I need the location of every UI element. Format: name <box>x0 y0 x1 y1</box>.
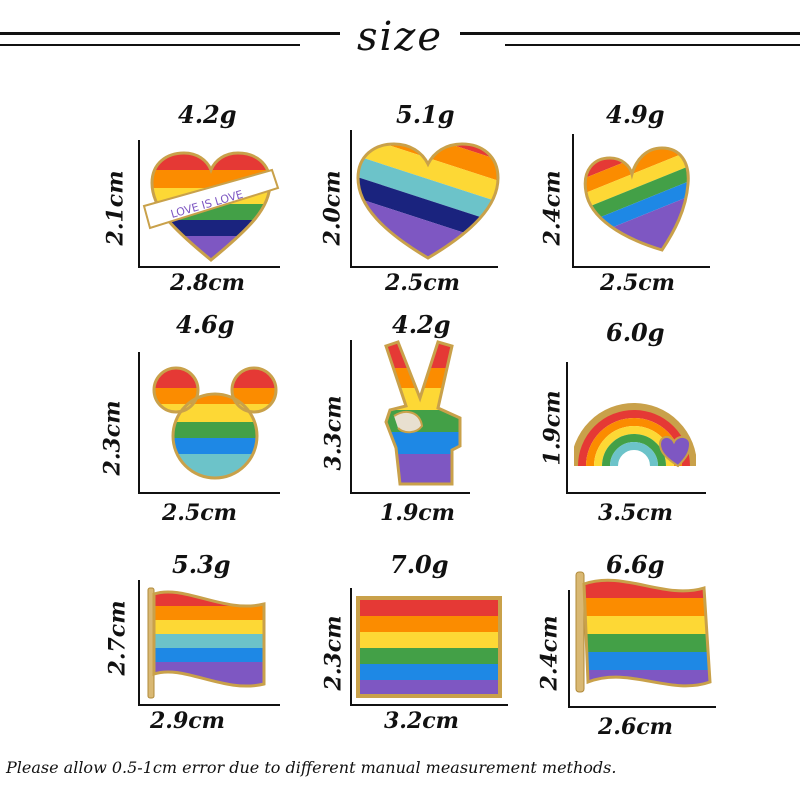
rectangle-flag-icon <box>356 596 502 698</box>
dimension-axis-horizontal <box>350 266 498 268</box>
waving-flag-pole-icon <box>575 571 712 693</box>
pin-width: 2.9cm <box>150 708 225 734</box>
pin-width: 2.6cm <box>598 714 673 740</box>
heart-stripes-icon <box>356 142 500 260</box>
dimension-axis-vertical <box>350 588 352 706</box>
header-rule-left-top <box>0 32 340 35</box>
pin-height: 2.3cm <box>99 400 126 476</box>
mouse-ears-icon <box>152 366 278 480</box>
pin-height: 2.4cm <box>536 615 563 691</box>
pin-width: 2.5cm <box>600 270 675 296</box>
pin-width: 2.5cm <box>385 270 460 296</box>
dimension-axis-vertical <box>138 580 140 706</box>
heart-love-is-love-icon: LOVE IS LOVE <box>142 151 280 262</box>
dimension-axis-vertical <box>138 140 140 268</box>
pin-width: 3.5cm <box>598 500 673 526</box>
dimension-axis-horizontal <box>572 266 710 268</box>
page-title: size <box>356 14 444 60</box>
pin-weight: 7.0g <box>390 550 449 579</box>
waving-flag-icon <box>147 587 266 699</box>
pin-weight: 4.6g <box>176 310 235 339</box>
pin-height: 2.1cm <box>102 170 129 246</box>
pin-width: 2.8cm <box>170 270 245 296</box>
dimension-axis-horizontal <box>138 266 280 268</box>
header-rule-left-bottom <box>0 44 300 46</box>
pin-weight: 6.0g <box>606 318 665 347</box>
dimension-axis-horizontal <box>138 492 280 494</box>
dimension-axis-vertical <box>566 362 568 494</box>
dimension-axis-vertical <box>568 590 570 708</box>
pin-width: 2.5cm <box>162 500 237 526</box>
pin-weight: 6.6g <box>606 550 665 579</box>
dimension-axis-horizontal <box>568 706 716 708</box>
measurement-note: Please allow 0.5-1cm error due to differ… <box>6 758 617 777</box>
pin-height: 2.0cm <box>319 170 346 246</box>
dimension-axis-horizontal <box>350 492 470 494</box>
pin-weight: 5.3g <box>172 550 231 579</box>
dimension-axis-vertical <box>350 340 352 494</box>
pin-height: 2.4cm <box>539 170 566 246</box>
dimension-axis-horizontal <box>138 704 280 706</box>
pin-height: 3.3cm <box>320 395 347 471</box>
dimension-axis-vertical <box>138 352 140 494</box>
header-rule-right-top <box>460 32 800 35</box>
pin-width: 3.2cm <box>384 708 459 734</box>
dimension-axis-horizontal <box>566 492 706 494</box>
pin-weight: 4.9g <box>606 100 665 129</box>
pin-height: 2.3cm <box>320 615 347 691</box>
pin-weight: 4.2g <box>392 310 451 339</box>
header-rule-right-bottom <box>505 44 800 46</box>
pin-weight: 4.2g <box>178 100 237 129</box>
dimension-axis-vertical <box>572 134 574 268</box>
heart-tilted-icon <box>583 146 690 252</box>
dimension-axis-horizontal <box>350 704 508 706</box>
pin-height: 2.7cm <box>104 600 131 676</box>
dimension-axis-vertical <box>350 130 352 268</box>
pin-height: 1.9cm <box>539 390 566 466</box>
pin-width: 1.9cm <box>380 500 455 526</box>
rainbow-heart-icon <box>574 403 696 468</box>
peace-hand-icon <box>384 340 462 486</box>
pin-weight: 5.1g <box>396 100 455 129</box>
